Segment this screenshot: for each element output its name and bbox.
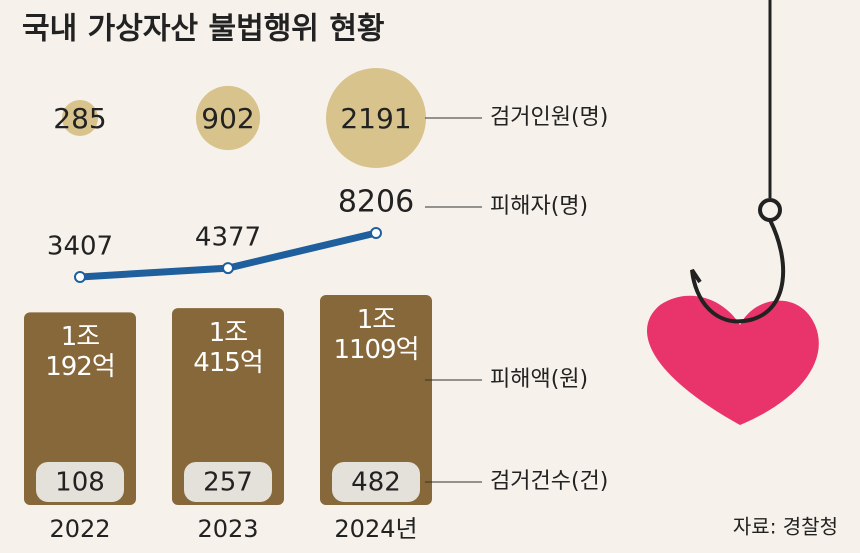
bubble-label: 2191: [340, 102, 411, 135]
line-label: 3407: [47, 232, 113, 262]
legend-label: 피해자(명): [490, 194, 588, 219]
bubble-label: 285: [53, 102, 106, 135]
bar: [172, 308, 284, 505]
line-point: [74, 271, 86, 283]
bubble-label: 902: [201, 102, 254, 135]
chart-title: 국내 가상자산 불법행위 현황: [22, 12, 385, 47]
legend-label: 검거건수(건): [490, 469, 608, 494]
legend-label: 피해액(원): [490, 367, 588, 392]
count-label: 108: [55, 468, 105, 498]
bar: [320, 295, 432, 505]
bubble: [61, 99, 99, 137]
bubble: [326, 68, 426, 168]
x-tick-label: 2022: [49, 515, 110, 543]
count-label: 482: [351, 468, 401, 498]
legend-label: 검거인원(명): [490, 105, 608, 130]
bar: [24, 312, 136, 505]
bar-label: 1조 192억: [45, 322, 116, 383]
hook-decoration: [646, 0, 819, 425]
count-box: [36, 462, 124, 502]
bar-label: 1조 415억: [193, 318, 264, 379]
count-box: [184, 462, 272, 502]
x-tick-label: 2024년: [334, 515, 417, 543]
bubble: [195, 85, 261, 151]
line-label: 4377: [195, 223, 261, 253]
line-point: [370, 227, 382, 239]
line-label: 8206: [338, 185, 414, 220]
source: 자료: 경찰청: [733, 515, 838, 539]
line-point: [222, 262, 234, 275]
count-label: 257: [203, 468, 253, 498]
count-box: [332, 462, 420, 502]
bar-label: 1조 1109억: [333, 305, 419, 365]
x-tick-label: 2023: [197, 515, 258, 543]
